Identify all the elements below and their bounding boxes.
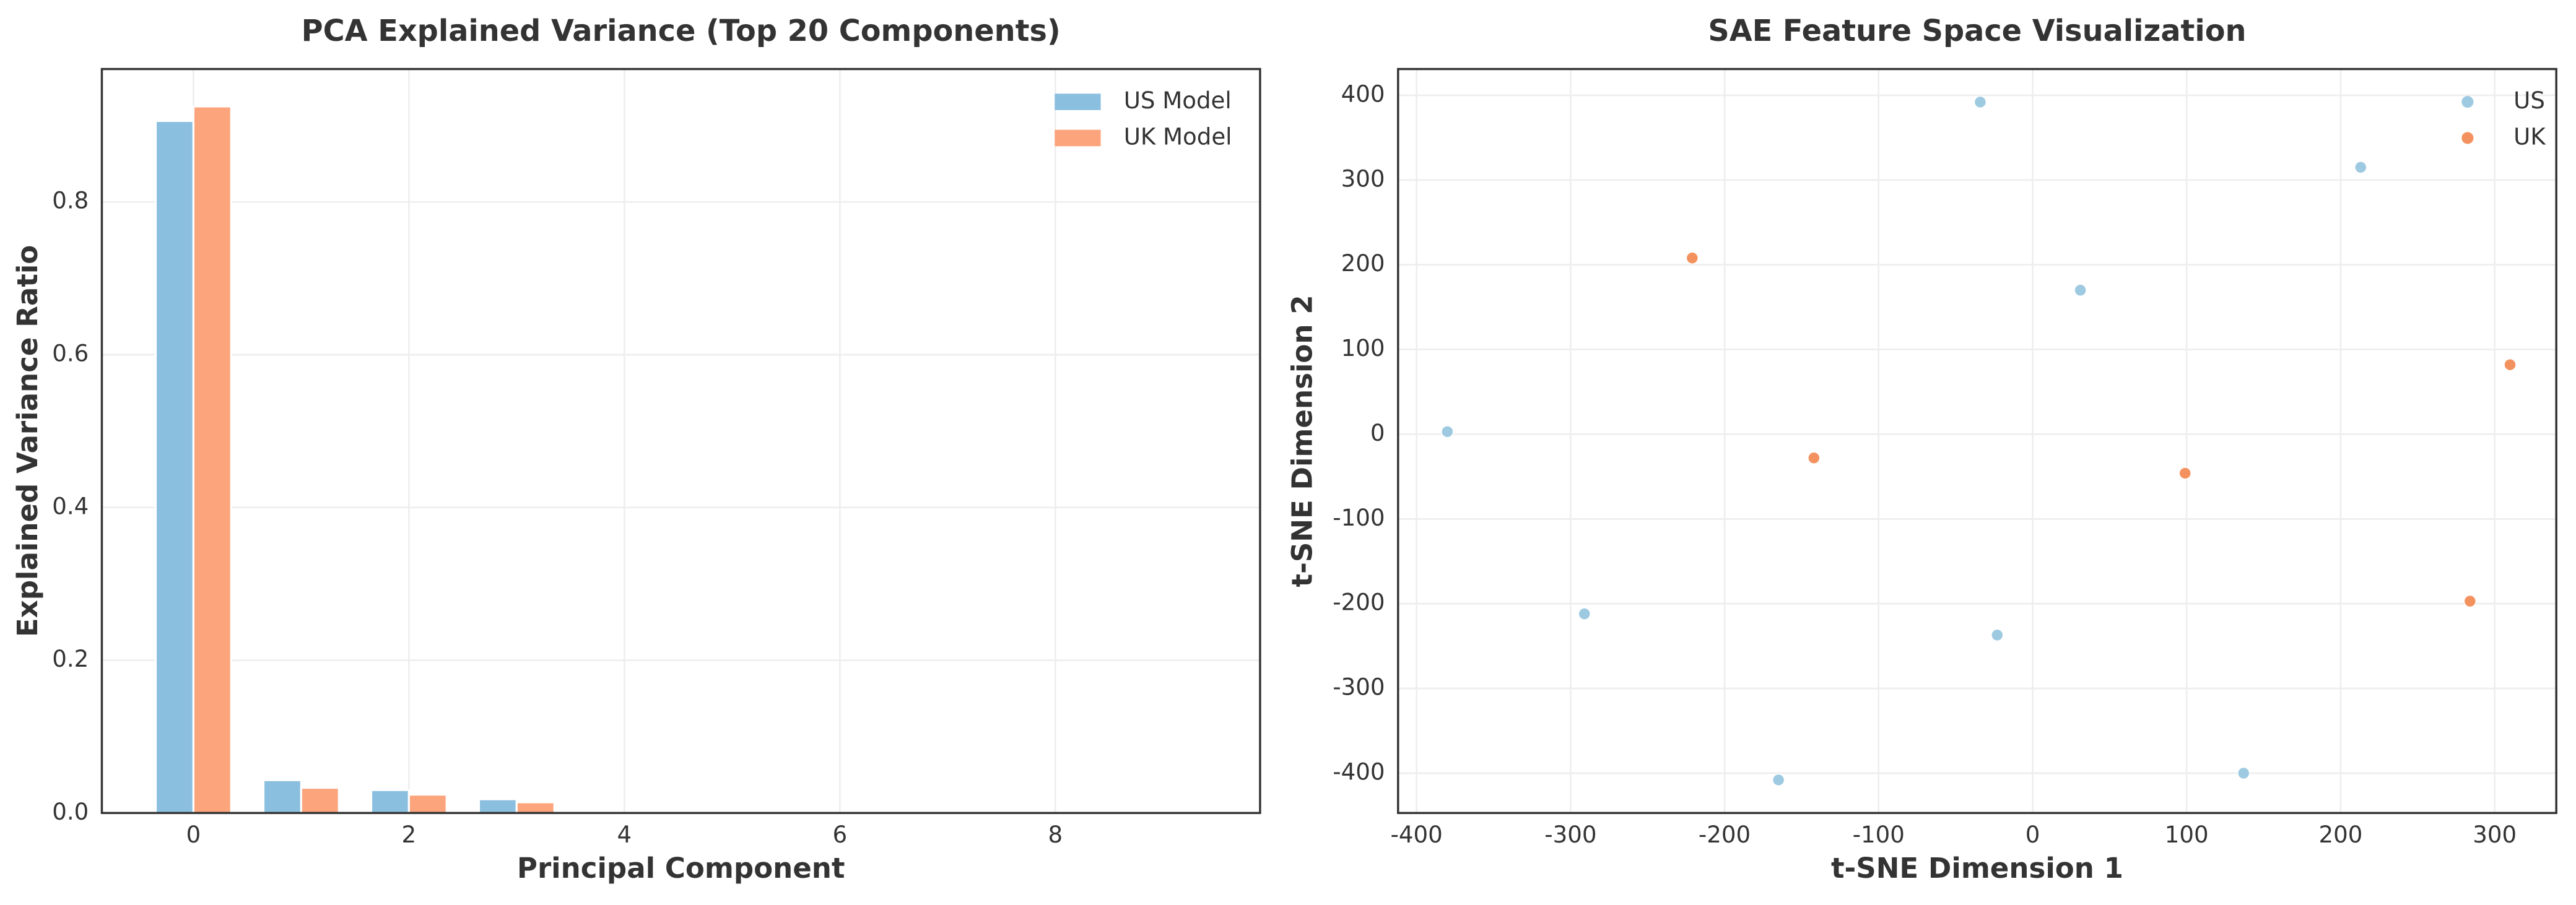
point bbox=[2074, 284, 2087, 297]
x-axis-label: Principal Component bbox=[517, 852, 845, 885]
x-tick-label: 200 bbox=[2319, 821, 2363, 848]
x-tick-label: -300 bbox=[1544, 821, 1596, 848]
point bbox=[2178, 467, 2192, 480]
x-tick-label: 0 bbox=[186, 821, 201, 848]
y-tick-label: -300 bbox=[1333, 674, 1385, 701]
y-tick-label: 400 bbox=[1341, 80, 1385, 107]
point bbox=[1578, 607, 1591, 621]
y-tick-label: 0.0 bbox=[52, 799, 89, 825]
bar bbox=[515, 801, 555, 814]
y-tick-label: 0.6 bbox=[52, 340, 89, 366]
bar bbox=[154, 119, 194, 814]
point bbox=[2354, 160, 2367, 174]
y-tick-label: -100 bbox=[1333, 504, 1385, 531]
legend-label: US bbox=[2513, 87, 2545, 114]
y-tick-label: 0.2 bbox=[52, 646, 89, 672]
bar bbox=[477, 798, 518, 814]
legend-label: UK Model bbox=[1124, 123, 1232, 150]
bar bbox=[300, 787, 340, 814]
x-tick-label: 300 bbox=[2473, 821, 2517, 848]
plot-frame bbox=[100, 67, 1261, 815]
y-tick-label: 200 bbox=[1341, 250, 1385, 277]
x-tick-label: -400 bbox=[1390, 821, 1442, 848]
point bbox=[1686, 251, 1699, 265]
x-tick-label: 0 bbox=[2026, 821, 2040, 848]
bar bbox=[370, 789, 410, 814]
y-tick-label: 0 bbox=[1370, 420, 1385, 446]
legend-label: UK bbox=[2513, 123, 2546, 150]
point bbox=[1772, 773, 1785, 787]
x-axis-label: t-SNE Dimension 1 bbox=[1831, 852, 2123, 885]
x-tick-label: 8 bbox=[1048, 821, 1063, 848]
y-tick-label: 0.4 bbox=[52, 493, 89, 519]
x-tick-label: 2 bbox=[402, 821, 417, 848]
legend-swatch bbox=[1055, 93, 1101, 110]
legend-marker bbox=[2461, 96, 2474, 108]
x-tick-label: 4 bbox=[617, 821, 632, 848]
y-tick-label: 100 bbox=[1341, 335, 1385, 362]
point bbox=[1807, 451, 1821, 465]
bar bbox=[192, 105, 232, 814]
chart-title: SAE Feature Space Visualization bbox=[1708, 14, 2246, 48]
bar bbox=[262, 779, 302, 814]
y-tick-label: -400 bbox=[1333, 759, 1385, 786]
chart-title: PCA Explained Variance (Top 20 Component… bbox=[302, 14, 1061, 48]
bar bbox=[407, 794, 448, 814]
x-tick-label: -100 bbox=[1853, 821, 1905, 848]
point bbox=[1441, 425, 1454, 438]
y-tick-label: 300 bbox=[1341, 165, 1385, 192]
point bbox=[2237, 766, 2250, 780]
legend-swatch bbox=[1055, 129, 1101, 147]
x-tick-label: 100 bbox=[2165, 821, 2209, 848]
x-tick-label: 6 bbox=[833, 821, 848, 848]
point bbox=[2463, 594, 2477, 608]
x-tick-label: -200 bbox=[1699, 821, 1751, 848]
plot-frame bbox=[1397, 67, 2557, 815]
point bbox=[1990, 628, 2004, 642]
y-tick-label: 0.8 bbox=[52, 188, 89, 214]
legend-label: US Model bbox=[1124, 87, 1232, 114]
y-axis-label: Explained Variance Ratio bbox=[11, 245, 44, 637]
y-axis-label: t-SNE Dimension 2 bbox=[1286, 295, 1319, 587]
legend-marker bbox=[2461, 132, 2474, 144]
point bbox=[2504, 358, 2517, 371]
y-tick-label: -200 bbox=[1333, 589, 1385, 616]
point bbox=[1973, 95, 1987, 109]
